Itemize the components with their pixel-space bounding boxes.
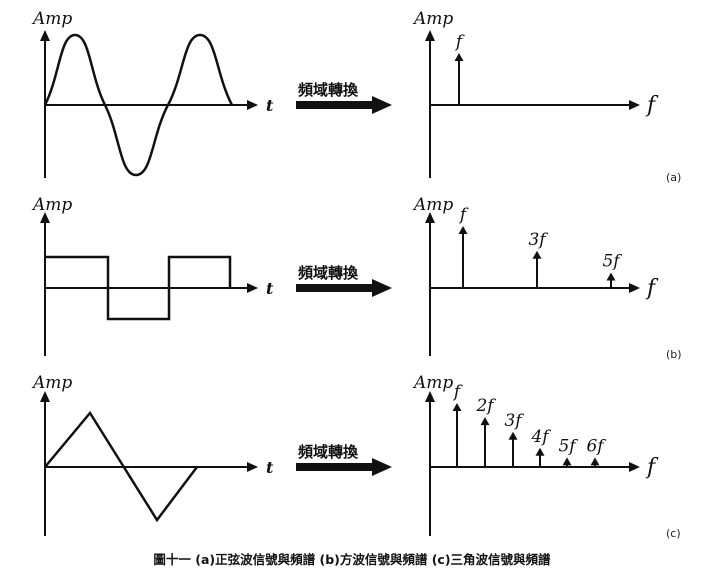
spectrum-a: f	[454, 32, 465, 105]
spectral-line-arrowhead	[458, 226, 468, 234]
transform-label-b: 頻域轉換	[298, 264, 359, 282]
harmonic-label: 3f	[504, 411, 524, 431]
harmonic-label: 6f	[586, 436, 606, 456]
panel-label-c: (c)	[666, 527, 681, 540]
harmonic-label: f	[452, 382, 463, 402]
freq-x-arrowhead-a	[629, 100, 640, 110]
spectral-line-arrowhead	[590, 457, 600, 466]
sine-wave	[43, 33, 234, 177]
freq-axis-label-c: f	[645, 455, 659, 480]
time-y-arrowhead-c	[40, 391, 50, 402]
spectral-line-arrowhead	[562, 457, 572, 466]
time-y-arrowhead-b	[40, 212, 50, 223]
spectrum-b: f 3f 5f	[458, 205, 622, 288]
transform-arrow-c	[296, 458, 392, 476]
time-x-arrowhead-c	[247, 462, 258, 472]
panel-b: Amp t 頻域轉換 Amp f f 3f 5f (b)	[31, 195, 682, 361]
time-y-arrowhead-a	[40, 30, 50, 41]
freq-amp-label-b: Amp	[412, 195, 453, 215]
spectral-line-arrowhead	[454, 53, 464, 61]
freq-x-arrowhead-c	[629, 462, 640, 472]
time-amp-label-a: Amp	[31, 9, 72, 29]
time-amp-label-b: Amp	[31, 195, 72, 215]
freq-amp-label-c: Amp	[412, 373, 453, 393]
time-axis-label-a: t	[266, 96, 274, 115]
freq-axis-label-a: f	[645, 93, 659, 118]
transform-label-a: 頻域轉換	[298, 81, 359, 99]
freq-amp-label-a: Amp	[412, 9, 453, 29]
harmonic-label: 4f	[530, 427, 551, 447]
freq-y-arrowhead-c	[425, 391, 435, 402]
transform-label-c: 頻域轉換	[298, 443, 359, 461]
spectral-line-arrowhead	[535, 447, 545, 456]
spectral-line-arrowhead	[606, 272, 616, 281]
time-amp-label-c: Amp	[31, 373, 72, 393]
harmonic-label: f	[458, 205, 469, 225]
spectral-line-arrowhead	[452, 403, 462, 411]
panel-a: Amp t 頻域轉換 Amp f f (a)	[31, 9, 681, 184]
spectral-line-arrowhead	[508, 431, 518, 440]
freq-y-arrowhead-a	[425, 30, 435, 41]
panel-c: Amp t 頻域轉換 Amp f f 2f 3f 4f 5f 6f (c)	[31, 373, 681, 540]
freq-x-arrowhead-b	[629, 283, 640, 293]
time-x-arrowhead-b	[247, 283, 258, 293]
time-axis-label-b: t	[266, 279, 274, 298]
harmonic-label: 5f	[558, 436, 578, 456]
panel-label-b: (b)	[666, 348, 682, 361]
harmonic-label: 3f	[528, 230, 548, 250]
triangle-wave	[44, 410, 198, 523]
transform-arrow-a	[296, 96, 392, 114]
spectral-line-arrowhead	[532, 250, 542, 259]
harmonic-label: f	[454, 32, 465, 52]
freq-axis-label-b: f	[645, 276, 659, 301]
time-axis-label-c: t	[266, 458, 274, 477]
square-wave	[45, 255, 232, 321]
time-x-arrowhead-a	[247, 100, 258, 110]
panel-label-a: (a)	[666, 171, 681, 184]
harmonic-label: 5f	[602, 252, 622, 272]
harmonic-label: 2f	[475, 396, 496, 416]
spectrum-c: f 2f 3f 4f 5f 6f	[452, 382, 606, 467]
spectral-line-arrowhead	[480, 417, 490, 426]
figure-caption: 圖十一 (a)正弦波信號與頻譜 (b)方波信號與頻譜 (c)三角波信號與頻譜	[153, 552, 551, 567]
transform-arrow-b	[296, 279, 392, 297]
freq-y-arrowhead-b	[425, 212, 435, 223]
